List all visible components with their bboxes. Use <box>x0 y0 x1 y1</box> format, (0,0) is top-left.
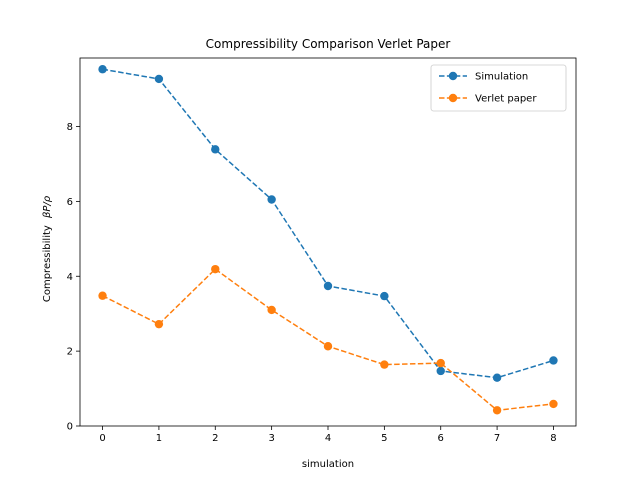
y-tick-label-4: 8 <box>67 122 73 133</box>
y-axis-label-math: βP/ρ <box>42 195 53 219</box>
x-tick-label-7: 7 <box>494 433 500 444</box>
series-1-point-6 <box>436 358 445 368</box>
series-0-point-6 <box>436 366 445 376</box>
series-0-point-2 <box>211 145 220 154</box>
legend-label-0: Simulation <box>475 72 528 83</box>
series-1-point-4 <box>323 342 333 351</box>
series-1-point-0 <box>98 291 107 300</box>
series-1-point-7 <box>492 406 502 415</box>
y-tick-label-3: 6 <box>67 197 73 208</box>
series-0-point-4 <box>323 281 333 291</box>
series-1-point-3 <box>267 305 276 315</box>
x-tick-label-4: 4 <box>325 433 331 444</box>
x-tick-label-8: 8 <box>550 433 556 444</box>
y-axis-label: Compressibility βP/ρ <box>42 195 53 302</box>
legend-marker-0 <box>448 71 458 81</box>
legend-label-1: Verlet paper <box>475 94 537 105</box>
x-tick-label-0: 0 <box>99 433 105 444</box>
series-1-point-5 <box>380 360 389 369</box>
x-tick-label-5: 5 <box>381 433 387 444</box>
y-axis-label-prefix: Compressibility <box>42 225 53 302</box>
legend: Simulation Verlet paper <box>430 64 567 112</box>
series-0-point-1 <box>154 74 164 84</box>
plot-area: 0 1 2 3 4 5 6 7 8 0 2 4 6 8 <box>67 57 577 444</box>
series-0-point-8 <box>549 356 558 365</box>
series-0-point-5 <box>380 291 389 301</box>
series-0-point-7 <box>492 373 502 382</box>
x-axis-label: simulation <box>302 459 354 470</box>
x-tick-label-1: 1 <box>156 433 162 444</box>
y-tick-label-0: 0 <box>67 422 73 433</box>
series-1-point-2 <box>211 264 220 274</box>
chart-title: Compressibility Comparison Verlet Paper <box>206 37 451 51</box>
series-1-point-8 <box>549 399 558 409</box>
legend-marker-1 <box>448 93 458 103</box>
plot-frame <box>79 57 577 427</box>
x-tick-label-3: 3 <box>268 433 274 444</box>
x-tick-label-2: 2 <box>212 433 218 444</box>
series-0-point-0 <box>98 65 107 74</box>
y-tick-label-2: 4 <box>67 272 73 283</box>
series-1-point-1 <box>154 319 164 329</box>
series-0-point-3 <box>267 195 276 204</box>
x-tick-label-6: 6 <box>438 433 444 444</box>
y-tick-label-1: 2 <box>67 347 73 358</box>
